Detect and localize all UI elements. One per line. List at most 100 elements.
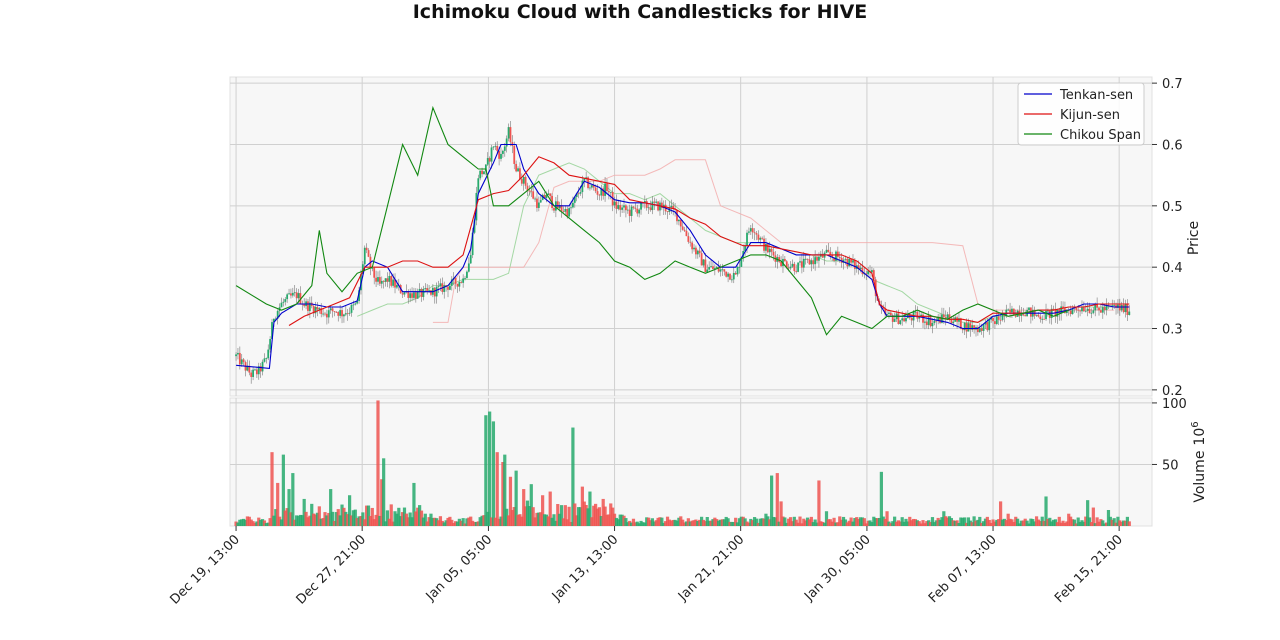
volume-bar xyxy=(410,517,414,526)
volume-bar xyxy=(754,518,759,526)
volume-bar xyxy=(285,508,289,526)
candle-body xyxy=(982,324,985,331)
volume-bar xyxy=(760,518,764,526)
candle-body xyxy=(1126,303,1129,315)
candle-body xyxy=(537,202,540,208)
candle-body xyxy=(286,294,289,300)
candle-body xyxy=(297,293,300,299)
candle-body xyxy=(797,262,800,272)
candle-body xyxy=(659,202,661,211)
candle-body xyxy=(575,193,578,198)
candle-body xyxy=(831,255,834,258)
candle-body xyxy=(660,202,663,209)
volume-bar xyxy=(654,520,658,526)
candle-body xyxy=(500,153,502,159)
volume-bar xyxy=(442,522,446,526)
candle-body xyxy=(418,288,421,292)
volume-bar xyxy=(578,507,583,526)
candle-body xyxy=(973,325,976,330)
volume-bar xyxy=(862,518,866,526)
volume-bar xyxy=(327,512,331,526)
volume-bar xyxy=(999,501,1003,526)
volume-bar xyxy=(703,521,707,526)
candle-body xyxy=(324,313,326,315)
candle-body xyxy=(513,146,516,164)
candle-body xyxy=(853,260,856,269)
candle-body xyxy=(237,352,239,355)
volume-bar xyxy=(898,521,902,526)
candle-body xyxy=(719,269,722,272)
volume-bar xyxy=(875,518,880,526)
volume-bar xyxy=(648,520,653,526)
volume-bar xyxy=(662,522,666,526)
candle-body xyxy=(634,207,637,209)
candle-body xyxy=(382,280,385,282)
volume-bar xyxy=(953,520,957,526)
candle-body xyxy=(727,273,729,277)
candle-body xyxy=(524,176,527,186)
candle-body xyxy=(348,312,351,314)
volume-bar xyxy=(783,517,787,526)
volume-bar xyxy=(1063,522,1067,526)
candle-body xyxy=(407,291,410,298)
candle-body xyxy=(401,293,404,295)
candle-body xyxy=(1081,307,1083,312)
volume-bar xyxy=(834,522,838,526)
volume-bar xyxy=(949,518,954,526)
volume-bar xyxy=(597,507,602,526)
volume-bar xyxy=(913,519,918,526)
volume-bar xyxy=(614,517,619,526)
volume-bar xyxy=(860,517,865,526)
price-axis-ticks: 0.2 0.3 0.4 0.5 0.6 0.7 xyxy=(1152,77,1183,399)
volume-bar xyxy=(363,519,367,526)
volume-bar xyxy=(624,518,628,526)
candle-body xyxy=(265,358,268,360)
candle-body xyxy=(316,306,319,310)
volume-bar xyxy=(805,517,810,526)
volume-bar xyxy=(457,518,461,526)
candle-body xyxy=(600,188,603,196)
volume-bar xyxy=(1017,523,1022,526)
volume-bar xyxy=(397,507,401,526)
volume-bar xyxy=(972,516,976,526)
candle-body xyxy=(1016,310,1019,317)
volume-bar xyxy=(815,522,819,526)
candle-body xyxy=(732,272,735,280)
candle-body xyxy=(730,279,733,281)
volume-bar xyxy=(391,521,395,526)
volume-bar xyxy=(699,516,704,526)
candle-body xyxy=(1022,313,1025,316)
volume-bar xyxy=(382,458,386,526)
volume-bar xyxy=(298,514,302,526)
volume-bar xyxy=(891,521,895,526)
volume-bar xyxy=(323,512,327,526)
candle-body xyxy=(1039,316,1042,320)
candle-body xyxy=(299,293,302,304)
candle-body xyxy=(672,205,675,209)
volume-bar xyxy=(938,519,942,526)
volume-bar xyxy=(711,519,715,526)
candle-body xyxy=(583,178,586,181)
volume-bar xyxy=(874,518,878,526)
volume-bar xyxy=(906,521,910,526)
candle-body xyxy=(986,322,989,331)
candlesticks xyxy=(235,121,1131,384)
volume-axis-multiplier-exp: 6 xyxy=(1190,421,1201,427)
price-tick-label: 0.3 xyxy=(1162,323,1183,338)
volume-bar xyxy=(940,517,944,526)
candle-body xyxy=(783,258,786,262)
chikou-span-line xyxy=(235,105,1069,336)
candle-body xyxy=(358,290,360,302)
volume-bar xyxy=(790,521,795,526)
candle-body xyxy=(1105,304,1108,311)
candle-body xyxy=(1035,314,1038,316)
volume-bar xyxy=(1027,523,1031,526)
candle-body xyxy=(562,211,565,212)
volume-bar xyxy=(1104,522,1109,526)
candle-body xyxy=(371,268,374,269)
candle-body xyxy=(378,277,381,284)
candle-body xyxy=(466,271,468,278)
volume-bar xyxy=(340,504,344,526)
candle-body xyxy=(280,302,283,308)
candle-body xyxy=(704,259,707,273)
